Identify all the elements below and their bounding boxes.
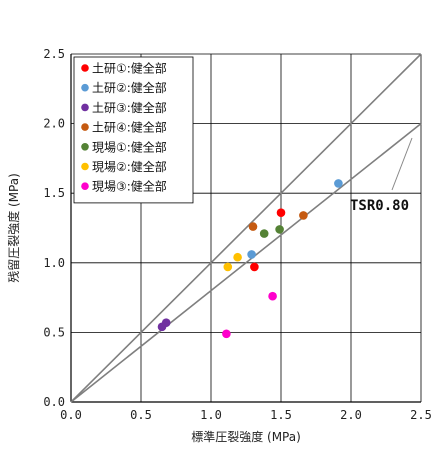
y-axis-title: 残留圧裂強度 (MPa) [6,173,21,283]
annotation-label: TSR0.80 [350,198,409,214]
data-point [268,291,277,301]
y-tick-label: 2.5 [43,47,65,61]
x-tick-label: 0.5 [130,408,152,422]
y-tick-label: 0.0 [43,395,65,409]
legend-marker [81,162,89,171]
legend-label: 土研①:健全部 [92,61,167,76]
legend-label: 現場②:健全部 [92,159,167,174]
x-tick-label: 2.5 [410,408,432,422]
x-tick-label: 1.0 [200,408,222,422]
legend-label: 土研④:健全部 [92,120,167,135]
y-tick-label: 0.5 [43,325,65,339]
legend-label: 現場①:健全部 [92,139,167,154]
y-tick-label: 1.5 [43,186,65,200]
data-point [222,329,231,339]
annotation-leader-line [391,137,413,191]
y-tick-label: 2.0 [43,117,65,131]
legend-marker [81,83,89,92]
data-point [334,179,343,188]
data-point [233,252,242,262]
legend-marker [81,182,89,190]
data-point [299,211,308,220]
legend-box [73,56,194,204]
legend-marker [81,143,89,151]
legend-marker [81,64,89,72]
legend-marker [81,103,89,112]
reference-line-1to1 [70,53,422,403]
legend-label: 土研③:健全部 [92,100,167,115]
x-tick-label: 1.5 [270,408,292,422]
legend-label: 現場③:健全部 [92,179,167,194]
data-point [276,208,286,217]
y-tick-label: 1.0 [43,256,65,270]
data-point [275,225,284,234]
data-points [157,179,343,339]
data-point [250,262,259,272]
data-point [247,250,256,259]
legend: 土研①:健全部土研②:健全部土研③:健全部土研④:健全部現場①:健全部現場②:健… [73,56,194,204]
data-point [248,222,258,231]
x-tick-label: 2.0 [340,408,362,422]
data-point [157,322,167,332]
data-point [259,229,269,238]
legend-marker [81,123,89,131]
reference-lines [70,53,422,403]
annotations: TSR0.80 [350,137,413,214]
data-point [223,262,233,272]
legend-label: 土研②:健全部 [92,80,167,95]
tick-labels: 0.0 0.5 1.0 1.5 2.0 2.5 0.0 0.5 1.0 1.5 2.0 2.5 [43,47,432,422]
reference-line-tsr [70,122,422,403]
x-axis-title: 標準圧裂強度 (MPa) [191,429,301,444]
x-tick-label: 0.0 [60,408,82,422]
